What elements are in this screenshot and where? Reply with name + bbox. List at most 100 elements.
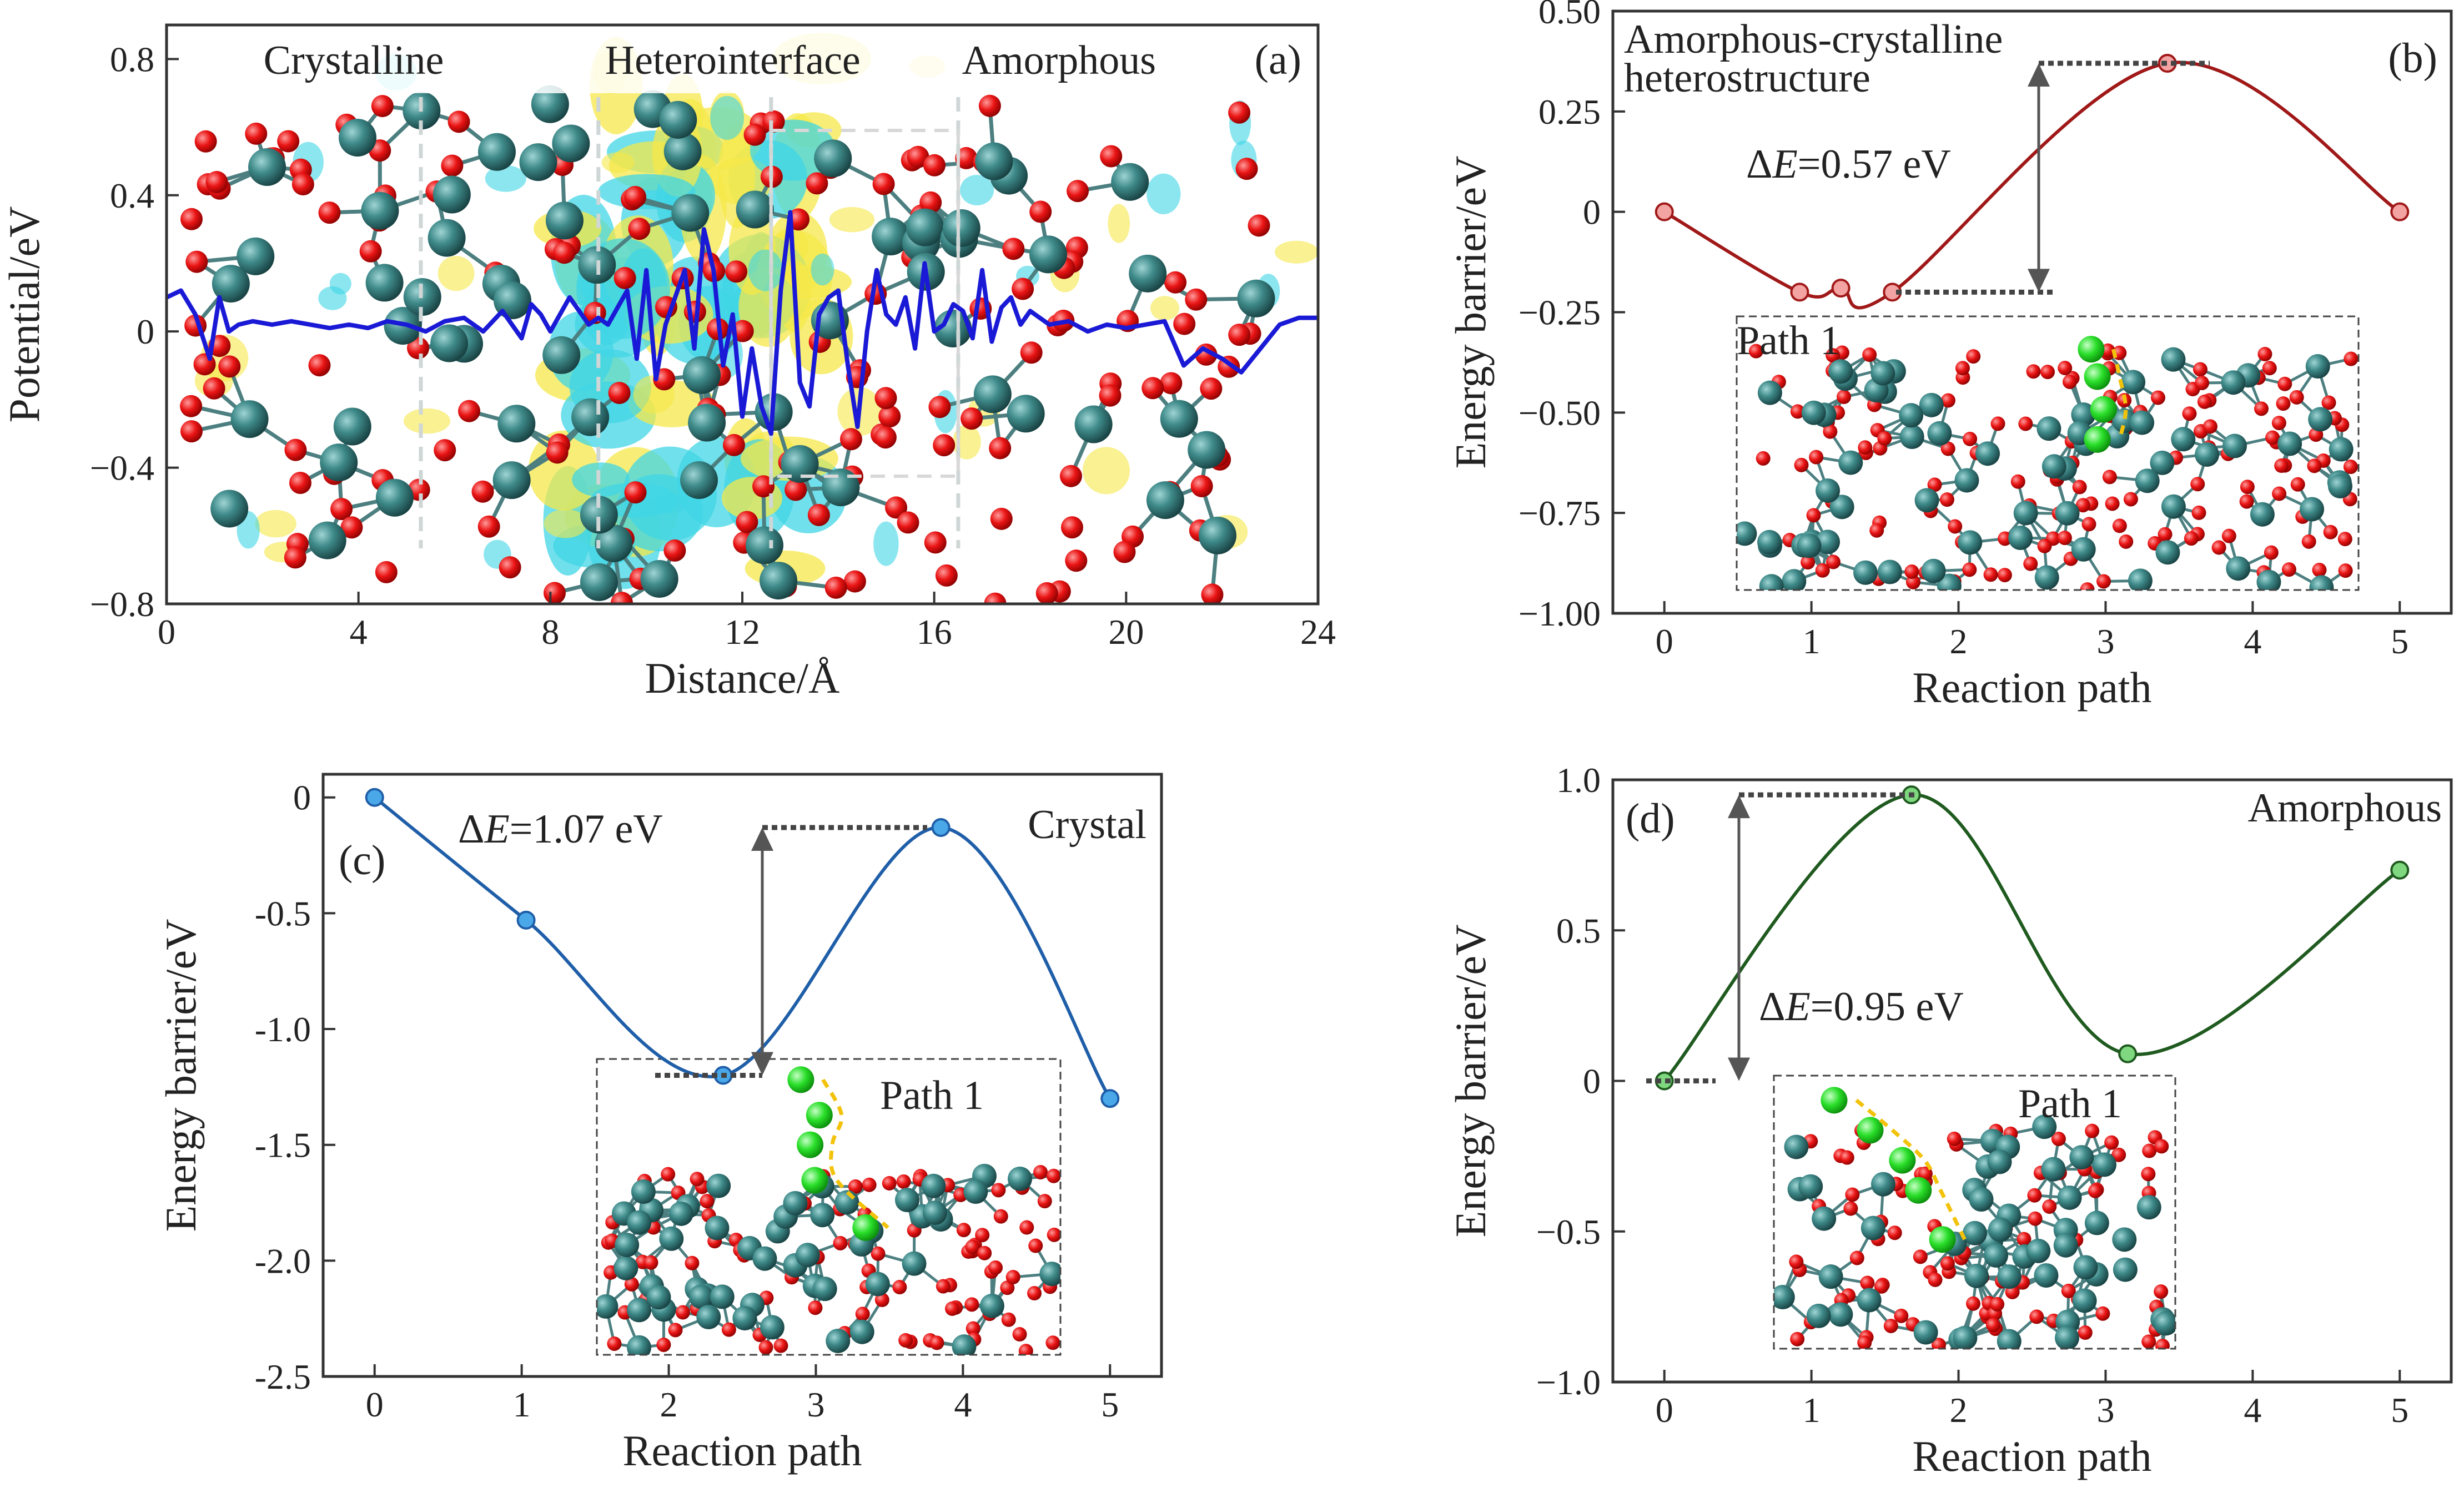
oxygen-atom <box>2037 538 2052 553</box>
oxygen-atom <box>245 122 268 145</box>
oxygen-atom <box>2262 361 2277 376</box>
oxygen-atom <box>1033 1164 1048 1179</box>
x-axis-label: Reaction path <box>1912 1432 2151 1480</box>
metal-atom <box>477 133 516 171</box>
oxygen-atom <box>1966 1296 1981 1311</box>
oxygen-atom <box>721 1322 736 1337</box>
oxygen-atom <box>2271 416 2286 431</box>
metal-atom <box>1927 421 1952 446</box>
metal-atom <box>1914 488 1939 513</box>
charge-density-blob <box>829 207 875 233</box>
oxygen-atom <box>2018 416 2033 431</box>
oxygen-atom <box>1849 1250 1864 1265</box>
y-tick-label: −0.50 <box>1518 393 1601 432</box>
x-tick-label: 0 <box>1656 622 1673 661</box>
x-tick-label: 2 <box>1950 622 1968 661</box>
y-tick-label: −0.4 <box>90 448 154 488</box>
oxygen-atom <box>2274 458 2289 473</box>
oxygen-atom <box>2307 458 2322 473</box>
metal-atom <box>627 1210 652 1235</box>
oxygen-atom <box>499 556 521 579</box>
metal-atom <box>826 1328 851 1353</box>
oxygen-atom <box>1001 1312 1016 1327</box>
inset-frame <box>1736 315 2360 591</box>
metal-atom <box>430 324 469 362</box>
x-tick-label: 4 <box>2244 622 2261 661</box>
panel-d-amorphous-chart: Path 1 ΔE=0.95 eV Amorphous (d) 0 1 2 3 4 5 1.0 0.5… <box>1446 760 2453 1480</box>
oxygen-atom <box>1940 393 1955 408</box>
oxygen-atom <box>2191 505 2206 520</box>
metal-atom <box>571 398 610 436</box>
oxygen-atom <box>458 400 481 422</box>
metal-atom <box>542 336 581 374</box>
charge-density-blob <box>960 175 994 206</box>
oxygen-atom <box>330 498 353 521</box>
oxygen-atom <box>1826 348 1841 363</box>
x-tick-label: 5 <box>1101 1385 1119 1424</box>
oxygen-atom <box>1963 431 1978 446</box>
delta-e-value: 0.57 eV <box>1821 142 1951 187</box>
energy-series-line <box>1663 793 2401 1082</box>
hydrogen-atom <box>1821 1087 1848 1114</box>
oxygen-atom <box>752 475 775 498</box>
metal-atom <box>519 143 557 181</box>
oxygen-atom <box>807 503 830 526</box>
oxygen-atom <box>2119 534 2134 549</box>
metal-atom <box>736 190 774 229</box>
delta-e-variable: E <box>484 806 510 852</box>
oxygen-atom <box>872 173 895 195</box>
y-tick-label: 0.8 <box>110 39 154 79</box>
metal-atom <box>1111 163 1149 201</box>
oxygen-atom <box>936 1279 951 1294</box>
oxygen-atom <box>923 154 946 176</box>
oxygen-atom <box>1060 516 1083 539</box>
oxygen-atom <box>993 1209 1008 1224</box>
x-tick-label: 3 <box>2096 1390 2114 1430</box>
metal-atom <box>2091 1152 2116 1177</box>
oxygen-atom <box>907 145 929 168</box>
oxygen-atom <box>2010 474 2025 489</box>
oxygen-atom <box>1029 200 1052 223</box>
y-tick-label: 1.0 <box>1556 760 1601 800</box>
charge-density-blob <box>710 95 744 140</box>
x-tick-label: 4 <box>954 1385 972 1424</box>
y-tick-label: −0.8 <box>90 584 154 624</box>
oxygen-atom <box>1790 404 1805 419</box>
oxygen-atom <box>2195 375 2210 390</box>
x-tick-label: 0 <box>158 612 175 652</box>
y-tick-label: −0.25 <box>1518 293 1601 332</box>
oxygen-atom <box>1857 1335 1872 1349</box>
metal-atom <box>2309 575 2334 590</box>
oxygen-atom <box>2051 1132 2066 1147</box>
metal-atom <box>595 524 633 562</box>
metal-atom <box>1913 1320 1938 1345</box>
oxygen-atom <box>2323 524 2338 539</box>
oxygen-atom <box>2343 460 2358 475</box>
metal-atom <box>1039 1262 1060 1287</box>
oxygen-atom <box>2085 1123 2100 1138</box>
metal-atom <box>428 219 466 257</box>
metal-atom <box>2328 473 2353 498</box>
oxygen-atom <box>1045 1335 1060 1350</box>
oxygen-atom <box>1962 562 1977 577</box>
metal-atom <box>1007 395 1045 433</box>
metal-atom <box>696 1304 721 1329</box>
oxygen-atom <box>2265 430 2280 445</box>
y-tick-label: −1.0 <box>1536 1363 1601 1402</box>
oxygen-atom <box>1845 1187 1860 1202</box>
metal-atom <box>2250 502 2275 527</box>
hydrogen-atom <box>1889 1147 1916 1174</box>
energy-data-point <box>2390 860 2410 880</box>
oxygen-atom <box>1815 563 1830 578</box>
metal-atom <box>2128 568 2153 590</box>
oxygen-atom <box>839 428 862 451</box>
oxygen-atom <box>961 407 983 430</box>
inset-structure-image <box>1774 1076 2175 1349</box>
delta-e-value: 1.07 eV <box>533 806 663 852</box>
metal-atom <box>1997 1264 2022 1289</box>
oxygen-atom <box>1027 1286 1042 1301</box>
oxygen-atom <box>1877 431 1892 446</box>
metal-atom <box>812 1277 837 1302</box>
energy-data-point <box>1790 283 1809 302</box>
y-tick-label: 0.50 <box>1538 0 1601 31</box>
